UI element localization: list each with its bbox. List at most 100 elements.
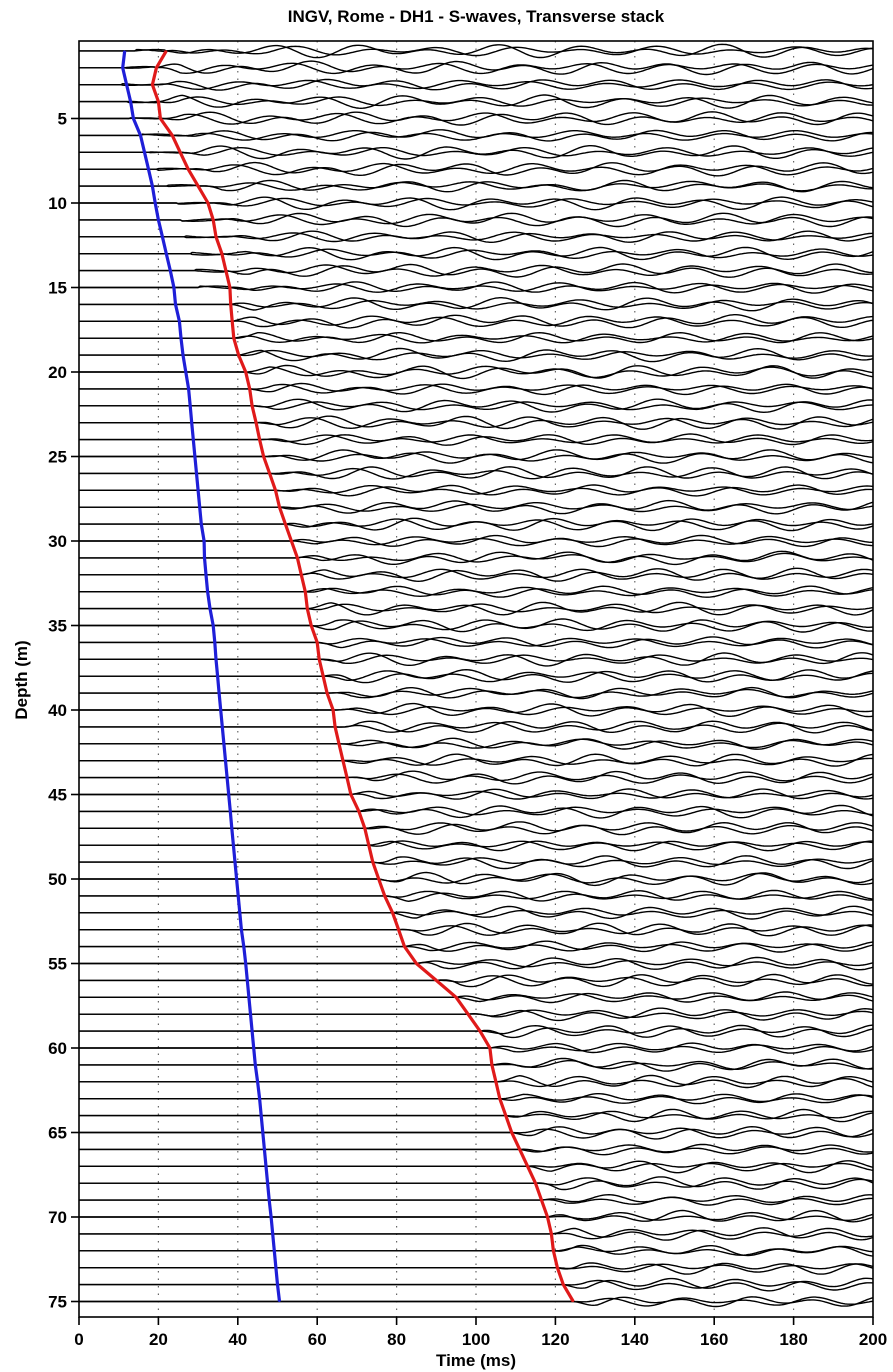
trace-26-1: [79, 466, 874, 480]
series-point-0-71: [273, 1250, 275, 1252]
series-point-1-74: [572, 1300, 574, 1303]
trace-11-0: [79, 213, 874, 227]
series-point-0-52: [240, 929, 242, 931]
series-point-0-9: [154, 202, 156, 204]
y-tick-label-25: 25: [48, 448, 67, 467]
trace-29-1: [79, 517, 874, 532]
series-point-1-3: [157, 101, 159, 103]
series-point-0-43: [226, 777, 228, 779]
series-point-0-36: [215, 658, 217, 660]
series-point-0-73: [276, 1284, 279, 1286]
trace-52-1: [79, 907, 874, 918]
series-point-1-50: [384, 895, 386, 897]
trace-43-1: [79, 755, 874, 766]
series-point-0-7: [147, 168, 150, 170]
series-point-0-70: [272, 1233, 274, 1235]
series-point-1-67: [534, 1182, 537, 1184]
series-point-1-7: [187, 168, 189, 170]
trace-47-1: [79, 821, 874, 836]
series-point-0-63: [260, 1115, 262, 1117]
trace-53-1: [79, 922, 874, 937]
trace-25-1: [79, 451, 874, 462]
series-point-0-12: [165, 253, 167, 255]
trace-1-0: [79, 43, 874, 59]
x-tick-label-0: 0: [74, 1330, 83, 1349]
series-point-0-29: [203, 540, 205, 542]
trace-23-1: [79, 415, 874, 430]
trace-39-1: [79, 686, 874, 700]
series-point-0-55: [246, 979, 248, 982]
x-tick-label-120: 120: [541, 1330, 569, 1349]
trace-67-1: [79, 1162, 874, 1172]
trace-31-1: [79, 552, 874, 564]
series-point-0-62: [259, 1098, 261, 1100]
series-point-1-25: [269, 472, 271, 474]
series-layer: [121, 50, 575, 1303]
series-point-0-8: [151, 185, 153, 187]
x-tick-label-80: 80: [387, 1330, 406, 1349]
trace-6-0: [79, 130, 874, 141]
trace-63-1: [79, 1093, 874, 1105]
trace-72-1: [79, 1244, 874, 1257]
x-axis-label: Time (ms): [436, 1351, 516, 1370]
series-point-1-19: [245, 371, 247, 373]
series-point-0-1: [122, 67, 124, 69]
chart-title: INGV, Rome - DH1 - S-waves, Transverse s…: [288, 7, 665, 26]
series-point-0-31: [205, 574, 207, 576]
series-point-1-21: [251, 405, 253, 407]
series-point-1-17: [233, 337, 235, 339]
axis-layer: 0 20 40 60 80 100 120 140 160 180 200 5 10 15 20 25 30 35…: [48, 40, 887, 1349]
trace-19-1: [79, 349, 874, 361]
series-point-1-9: [207, 202, 209, 204]
trace-48-1: [79, 840, 874, 852]
series-point-1-57: [467, 1013, 469, 1015]
series-point-1-6: [179, 151, 181, 153]
series-point-1-32: [304, 591, 306, 593]
series-point-1-49: [378, 878, 380, 880]
trace-10-1: [79, 197, 874, 209]
y-tick-label-20: 20: [48, 363, 67, 382]
series-point-1-41: [338, 743, 340, 745]
series-point-1-63: [505, 1115, 507, 1117]
series-point-1-73: [562, 1284, 564, 1286]
trace-44-1: [79, 770, 874, 785]
series-point-0-18: [182, 354, 184, 356]
series-point-0-28: [200, 523, 202, 525]
trace-3-1: [79, 78, 874, 91]
series-point-0-49: [236, 878, 238, 880]
series-point-1-31: [300, 574, 302, 576]
trace-42-1: [79, 737, 874, 750]
series-point-0-10: [157, 219, 159, 221]
x-tick-label-100: 100: [462, 1330, 490, 1349]
y-tick-label-45: 45: [48, 786, 67, 805]
trace-7-1: [79, 147, 874, 157]
series-point-1-51: [392, 912, 394, 914]
series-point-1-68: [540, 1199, 543, 1201]
series-point-0-34: [212, 624, 214, 627]
x-tick-label-160: 160: [700, 1330, 728, 1349]
trace-16-1: [79, 299, 874, 310]
trace-45-1: [79, 788, 874, 800]
series-point-1-11: [215, 236, 217, 238]
series-point-1-54: [415, 962, 417, 965]
trace-55-1: [79, 958, 874, 969]
trace-30-1: [79, 534, 873, 548]
y-tick-label-10: 10: [48, 194, 67, 213]
series-point-1-13: [225, 270, 227, 272]
series-point-1-55: [435, 979, 437, 982]
trace-69-1: [79, 1193, 874, 1206]
series-point-0-25: [195, 472, 198, 474]
series-point-0-53: [243, 946, 245, 948]
series-point-0-11: [161, 236, 163, 238]
series-point-0-61: [257, 1081, 259, 1083]
trace-65-1: [79, 1125, 874, 1140]
trace-15-1: [79, 281, 874, 294]
trace-50-1: [79, 871, 874, 887]
series-point-1-1: [155, 67, 157, 69]
series-point-0-17: [180, 337, 182, 339]
series-point-0-37: [217, 675, 219, 677]
series-point-0-46: [231, 827, 233, 829]
series-point-0-42: [224, 760, 227, 762]
trace-56-1: [79, 973, 874, 988]
